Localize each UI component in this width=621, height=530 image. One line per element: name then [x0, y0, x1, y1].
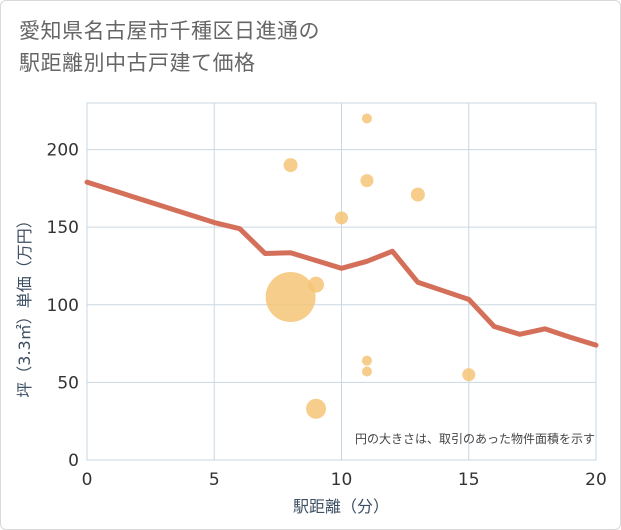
- x-tick-label: 15: [458, 470, 480, 490]
- chart-title: 愛知県名古屋市千種区日進通の 駅距離別中古戸建て価格: [19, 15, 320, 79]
- bubble-point[interactable]: [410, 187, 425, 202]
- bubble-size-note: 円の大きさは、取引のあった物件面積を示す: [355, 431, 595, 446]
- bubble-point[interactable]: [360, 174, 374, 188]
- bubble-series: [265, 113, 476, 419]
- x-tick-label: 10: [331, 470, 353, 490]
- bubble-point[interactable]: [265, 272, 316, 323]
- bubble-point[interactable]: [361, 355, 372, 366]
- chart-title-line-2: 駅距離別中古戸建て価格: [19, 51, 256, 75]
- y-tick-label: 150: [47, 218, 79, 238]
- y-tick-label: 0: [68, 451, 79, 471]
- trend-line: [84, 179, 599, 348]
- y-tick-label: 50: [57, 373, 79, 393]
- chart-title-line-1: 愛知県名古屋市千種区日進通の: [19, 19, 320, 43]
- bubble-point[interactable]: [308, 276, 325, 293]
- x-tick-label: 20: [585, 470, 607, 490]
- y-tick-label: 200: [47, 141, 79, 161]
- bubble-point[interactable]: [361, 366, 372, 377]
- bubble-point[interactable]: [283, 158, 298, 173]
- x-tick-label: 5: [209, 470, 220, 490]
- bubble-point[interactable]: [361, 113, 372, 124]
- bubble-point[interactable]: [306, 398, 327, 419]
- y-axis-label: 坪（3.3㎡）単価（万円）: [15, 212, 34, 397]
- bubble-point[interactable]: [335, 211, 348, 225]
- y-tick-label: 100: [47, 296, 79, 316]
- grid-lines: [86, 102, 597, 461]
- x-tick-label: 0: [82, 470, 93, 490]
- bubble-point[interactable]: [462, 368, 476, 382]
- x-axis-label: 駅距離（分）: [293, 497, 389, 516]
